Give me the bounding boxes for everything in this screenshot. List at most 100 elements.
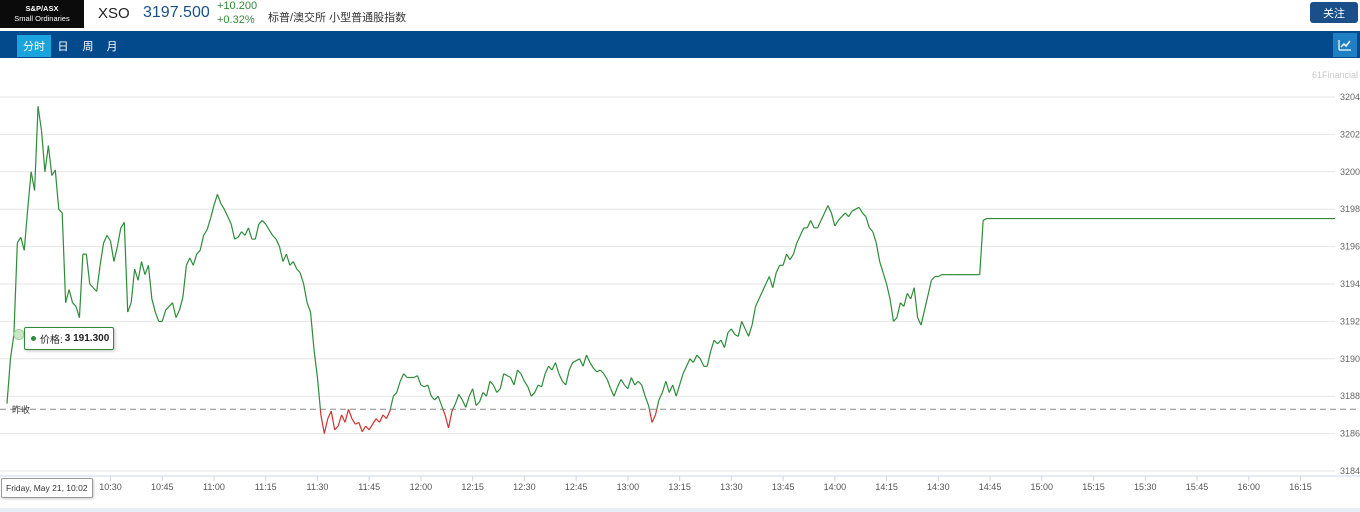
price-line-segment: [758, 291, 763, 300]
price-line-segment: [165, 306, 170, 311]
price-line-segment: [413, 375, 418, 379]
price-line-segment: [589, 362, 594, 369]
price-line-segment: [68, 289, 74, 303]
price-line-segment: [351, 418, 356, 425]
price-line-segment: [334, 425, 339, 431]
price-line-segment: [834, 220, 839, 227]
follow-button[interactable]: 关注: [1310, 2, 1358, 23]
price-line-segment: [347, 409, 353, 419]
line-chart-icon: [1338, 40, 1351, 51]
price-line-segment: [196, 249, 201, 255]
price-line-segment: [623, 384, 629, 390]
price-line-segment: [20, 237, 25, 251]
price-line-segment: [696, 354, 701, 360]
price-line-segment: [903, 293, 908, 307]
index-name: 标普/澳交所 小型普通股指数: [268, 12, 407, 24]
price-line-segment: [889, 298, 895, 322]
price-line-segment: [296, 268, 301, 274]
tooltip-label: 价格:: [40, 335, 63, 346]
price-line-segment: [620, 379, 625, 386]
price-line-segment: [206, 218, 212, 230]
price-line-segment: [561, 380, 567, 386]
price-line-segment: [475, 401, 481, 406]
price-line-segment: [799, 227, 805, 236]
watermark: 61Financial: [1311, 70, 1358, 80]
intraday-price-chart[interactable]: 3184 3186 3188 3190 3192 3194 3196 3198 3200 3202…: [0, 58, 1360, 508]
price-line-segment: [706, 351, 712, 367]
price-line-segment: [316, 377, 321, 410]
price-line-segment: [844, 212, 850, 218]
x-tick-label: 15:30: [1134, 482, 1157, 492]
price-line-segment: [485, 381, 491, 397]
price-line-segment: [44, 145, 49, 172]
price-line-segment: [147, 265, 153, 300]
price-line-segment: [368, 423, 374, 431]
price-line-segment: [454, 394, 460, 404]
tab-monthly[interactable]: 月: [106, 41, 118, 53]
price-line-segment: [810, 220, 815, 229]
tab-daily[interactable]: 日: [57, 41, 69, 53]
price-line-segment: [841, 212, 846, 218]
tab-weekly[interactable]: 周: [82, 41, 94, 53]
price-line-segment: [261, 220, 267, 225]
price-line-segment: [541, 373, 546, 388]
price-line-segment: [378, 414, 384, 423]
x-tick-label: 12:30: [513, 482, 536, 492]
price-line-segment: [765, 276, 770, 285]
price-line-segment: [544, 366, 550, 375]
price-line-segment: [917, 317, 922, 326]
x-tick-label: 16:15: [1289, 482, 1312, 492]
price-line-segment: [282, 253, 287, 262]
navigator-bar[interactable]: [0, 508, 1360, 512]
price-line-segment: [616, 379, 622, 388]
price-line-segment: [241, 231, 246, 236]
price-line-segment: [313, 349, 319, 378]
price-line-segment: [285, 253, 291, 266]
price-line-segment: [634, 380, 639, 386]
price-line-segment: [272, 234, 277, 240]
price-line-segment: [216, 194, 222, 204]
price-line-segment: [51, 169, 56, 176]
price-line-segment: [554, 362, 560, 374]
price-line-segment: [768, 276, 774, 288]
price-line-segment: [254, 224, 260, 240]
price-line-segment: [727, 328, 732, 334]
price-line-segment: [637, 380, 643, 386]
series-dot-icon: [31, 336, 36, 341]
x-tick-label: 11:30: [307, 482, 329, 492]
price-line-segment: [258, 220, 263, 225]
price-line-segment: [572, 360, 577, 364]
price-line-segment: [482, 392, 487, 397]
tooltip-value: 3 191.300: [64, 333, 110, 344]
price-line-segment: [899, 302, 905, 307]
price-line-segment: [151, 298, 156, 313]
price-line-segment: [54, 169, 60, 210]
x-tick-label: 11:00: [203, 482, 225, 492]
chart-type-button[interactable]: [1333, 33, 1357, 57]
price-line-segment: [913, 287, 919, 318]
price-line-segment: [830, 212, 836, 227]
price-line-segment: [585, 354, 591, 363]
price-line-segment: [575, 358, 580, 362]
price-line-segment: [137, 261, 143, 281]
price-line-segment: [123, 222, 129, 313]
price-line-segment: [189, 257, 194, 266]
price-line-segment: [416, 375, 422, 386]
price-line-segment: [127, 302, 132, 313]
price-line-segment: [523, 380, 529, 388]
price-line-segment: [389, 396, 394, 410]
x-tick-label: 13:45: [772, 482, 795, 492]
logo-line2: Small Ordinaries: [14, 14, 70, 23]
y-tick-label: 3194: [1340, 279, 1360, 289]
price-line-segment: [144, 265, 149, 275]
tab-intraday[interactable]: 分时: [17, 35, 51, 57]
price-line-segment: [647, 405, 650, 410]
price-line-segment: [427, 384, 432, 397]
x-tick-label: 10:45: [151, 482, 174, 492]
price-line-segment: [613, 386, 619, 397]
price-line-segment: [478, 392, 484, 403]
price-line-segment: [61, 212, 67, 303]
price-line-segment: [275, 238, 281, 247]
x-tick-label: 13:30: [720, 482, 743, 492]
price-line-segment: [510, 377, 515, 386]
